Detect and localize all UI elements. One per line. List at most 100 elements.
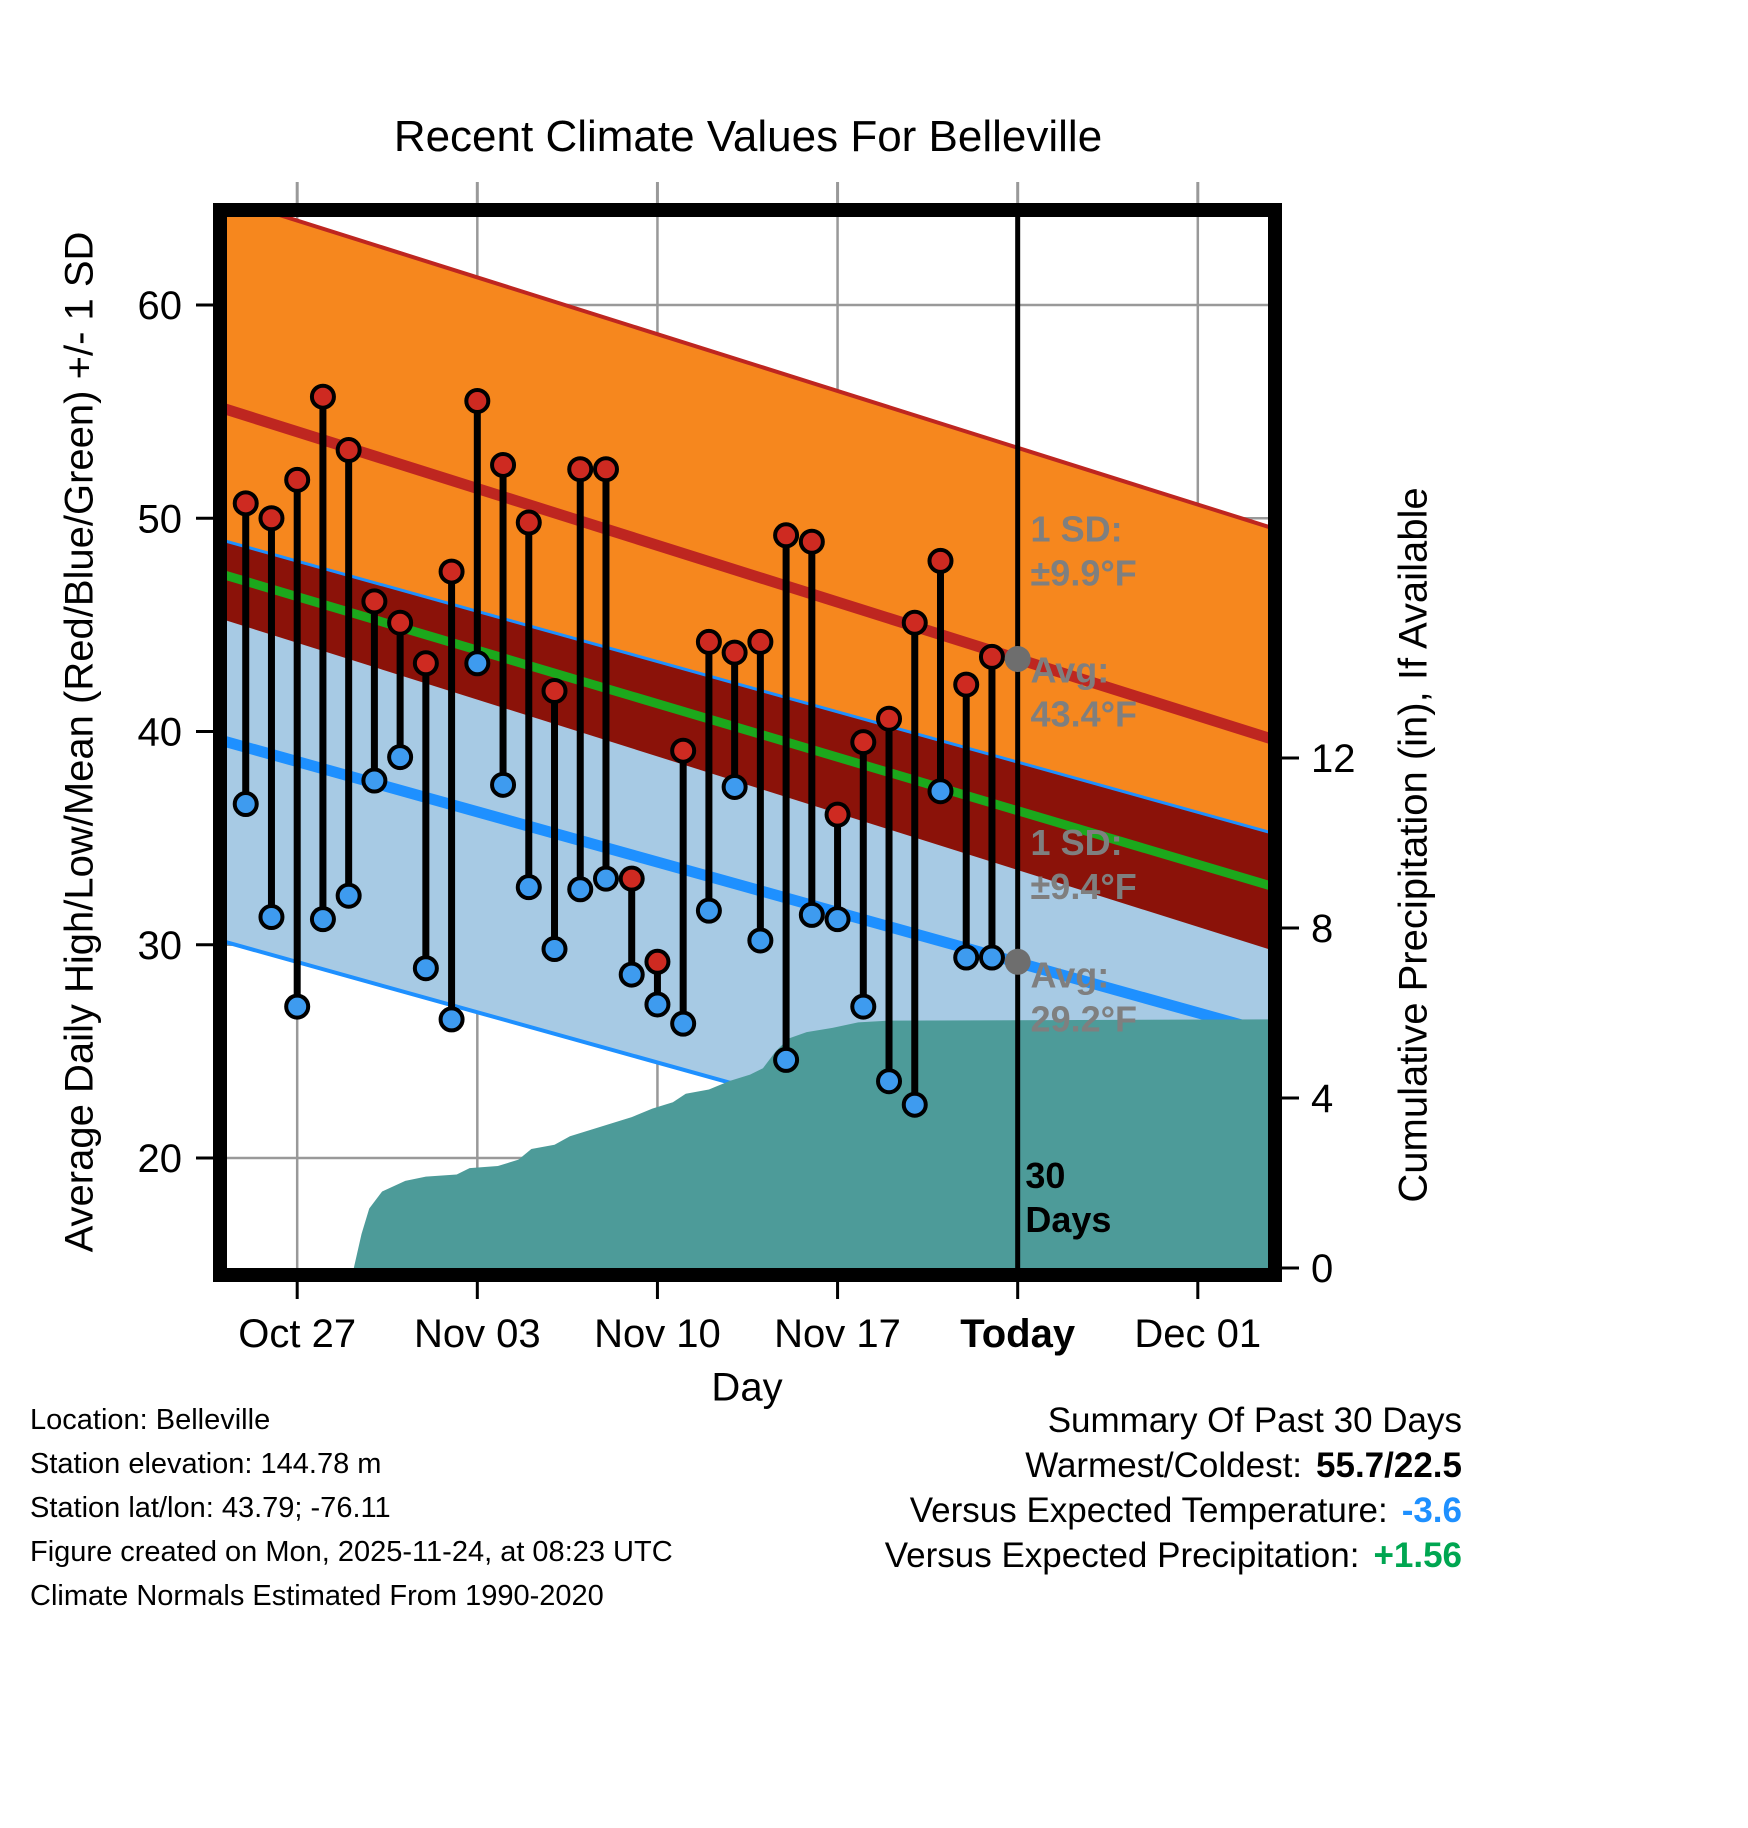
obs-high-dot [232, 490, 259, 517]
obs-low-dot [901, 1091, 928, 1118]
obs-high-dot [592, 456, 619, 483]
obs-high-dot [850, 729, 877, 756]
obs-low-dot [978, 944, 1005, 971]
station-location: Location: Belleville [30, 1404, 271, 1436]
summary-vs-precipitation: Versus Expected Precipitation: +1.56 [885, 1533, 1462, 1578]
right-tick-label: 4 [1311, 1077, 1333, 1121]
obs-high-dot [387, 609, 414, 636]
obs-low-dot [644, 991, 671, 1018]
obs-high-dot [824, 801, 851, 828]
obs-high-dot [695, 628, 722, 655]
axis-tick-labels: 20 30 40 50 60 0 4 8 12 Oct 27 Nov 03 Nov 10 Nov 17 T… [138, 284, 1356, 1356]
obs-high-dot [335, 437, 362, 464]
obs-high-dot [721, 639, 748, 666]
obs-low-dot [618, 961, 645, 988]
y-tick-label: 30 [138, 924, 183, 968]
annotation-text: ±9.9°F [1031, 553, 1137, 594]
observations-layer [232, 383, 1031, 1118]
obs-high-dot [773, 522, 800, 549]
x-tick-label: Nov 03 [414, 1312, 541, 1356]
precip-layer [353, 1019, 1275, 1268]
obs-high-dot [618, 865, 645, 892]
obs-high-dot [670, 737, 697, 764]
summary-warmest-coldest: Warmest/Coldest: 55.7/22.5 [885, 1443, 1462, 1488]
obs-high-dot [284, 466, 311, 493]
x-tick-label: Today [960, 1312, 1076, 1356]
obs-low-dot [232, 791, 259, 818]
climate-normals-note: Climate Normals Estimated From 1990-2020 [30, 1580, 604, 1612]
obs-high-dot [567, 456, 594, 483]
obs-low-dot [824, 906, 851, 933]
obs-low-dot [721, 773, 748, 800]
figure-created-timestamp: Figure created on Mon, 2025-11-24, at 08… [30, 1536, 673, 1568]
plot-border [213, 203, 1282, 1282]
obs-high-dot [876, 705, 903, 732]
obs-low-dot [773, 1046, 800, 1073]
warmest-coldest-value: 55.7/22.5 [1316, 1446, 1462, 1485]
warmest-coldest-label: Warmest/Coldest: [1025, 1446, 1303, 1485]
obs-low-dot [490, 771, 517, 798]
x-tick-label: Nov 10 [594, 1312, 721, 1356]
obs-low-dot [258, 904, 285, 931]
x-axis-title: Day [711, 1365, 783, 1410]
vs-precipitation-value: +1.56 [1373, 1536, 1462, 1575]
obs-low-dot [876, 1068, 903, 1095]
x-tick-label: Nov 17 [774, 1312, 901, 1356]
obs-low-dot [747, 927, 774, 954]
annotation-text: Days [1025, 1199, 1111, 1240]
obs-high-dot [515, 509, 542, 536]
vs-precipitation-label: Versus Expected Precipitation: [884, 1536, 1360, 1575]
obs-high-dot [644, 948, 671, 975]
high-upper-bound-line [256, 210, 1275, 531]
obs-low-dot [953, 944, 980, 971]
obs-high-dot [309, 383, 336, 410]
avg-high-line [220, 402, 1275, 746]
right-tick-label: 8 [1311, 907, 1333, 951]
obs-high-dot [901, 609, 928, 636]
station-info-block: Location: Belleville Station elevation: … [30, 1398, 673, 1618]
vs-temperature-value: -3.6 [1401, 1491, 1462, 1530]
obs-low-dot [515, 874, 542, 901]
obs-low-dot [850, 993, 877, 1020]
avg-low-line [220, 734, 1275, 1040]
obs-high-dot [541, 677, 568, 704]
obs-high-dot [412, 650, 439, 677]
obs-low-dot [670, 1010, 697, 1037]
obs-high-dot [464, 387, 491, 414]
chart-title: Recent Climate Values For Belleville [393, 112, 1103, 161]
y-tick-label: 20 [138, 1137, 183, 1181]
annotation-text: 29.2°F [1031, 998, 1137, 1039]
today-avg-dot [1004, 645, 1031, 672]
obs-low-dot [309, 906, 336, 933]
right-tick-label: 12 [1311, 737, 1356, 781]
obs-high-dot [258, 505, 285, 532]
y-tick-label: 50 [138, 497, 183, 541]
y-tick-label: 40 [138, 711, 183, 755]
annotation-text: 30 [1025, 1155, 1065, 1196]
obs-high-dot [747, 628, 774, 655]
obs-low-dot [412, 955, 439, 982]
station-latlon: Station lat/lon: 43.79; -76.11 [30, 1492, 391, 1524]
obs-high-dot [490, 451, 517, 478]
obs-low-dot [361, 767, 388, 794]
vs-temperature-label: Versus Expected Temperature: [909, 1491, 1388, 1530]
obs-low-dot [284, 993, 311, 1020]
obs-low-dot [695, 897, 722, 924]
obs-low-dot [387, 744, 414, 771]
obs-high-dot [953, 671, 980, 698]
low-upper-bound-line [220, 538, 1275, 836]
obs-low-dot [464, 650, 491, 677]
annotation-text: ±9.4°F [1031, 866, 1137, 907]
obs-high-dot [927, 547, 954, 574]
obs-high-dot [438, 558, 465, 585]
x-tick-label: Oct 27 [238, 1312, 356, 1356]
station-elevation: Station elevation: 144.78 m [30, 1448, 382, 1480]
precip-area [353, 1019, 1275, 1268]
overlap-band [220, 539, 1275, 952]
obs-high-dot [798, 528, 825, 555]
annotation-text: 1 SD: [1031, 509, 1123, 550]
obs-low-dot [438, 1006, 465, 1033]
